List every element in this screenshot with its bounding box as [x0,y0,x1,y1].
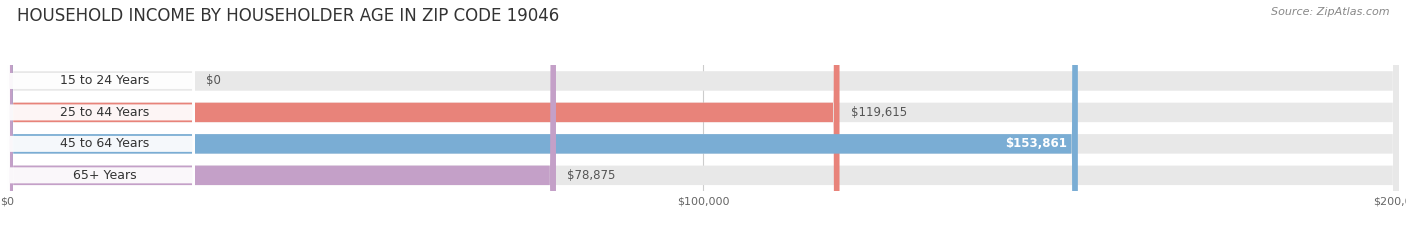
FancyBboxPatch shape [7,0,195,233]
Text: $78,875: $78,875 [567,169,616,182]
FancyBboxPatch shape [7,0,1399,233]
FancyBboxPatch shape [7,0,1399,233]
Text: 65+ Years: 65+ Years [73,169,136,182]
Text: $153,861: $153,861 [1005,137,1067,150]
FancyBboxPatch shape [7,0,195,233]
Text: $0: $0 [207,75,221,87]
Text: 25 to 44 Years: 25 to 44 Years [60,106,149,119]
Text: HOUSEHOLD INCOME BY HOUSEHOLDER AGE IN ZIP CODE 19046: HOUSEHOLD INCOME BY HOUSEHOLDER AGE IN Z… [17,7,560,25]
Text: 45 to 64 Years: 45 to 64 Years [60,137,149,150]
FancyBboxPatch shape [7,0,1399,233]
Text: Source: ZipAtlas.com: Source: ZipAtlas.com [1271,7,1389,17]
FancyBboxPatch shape [7,0,839,233]
FancyBboxPatch shape [7,0,555,233]
Text: $119,615: $119,615 [851,106,907,119]
FancyBboxPatch shape [7,0,195,233]
FancyBboxPatch shape [7,0,195,233]
Text: 15 to 24 Years: 15 to 24 Years [60,75,149,87]
FancyBboxPatch shape [7,0,1078,233]
FancyBboxPatch shape [7,0,1399,233]
